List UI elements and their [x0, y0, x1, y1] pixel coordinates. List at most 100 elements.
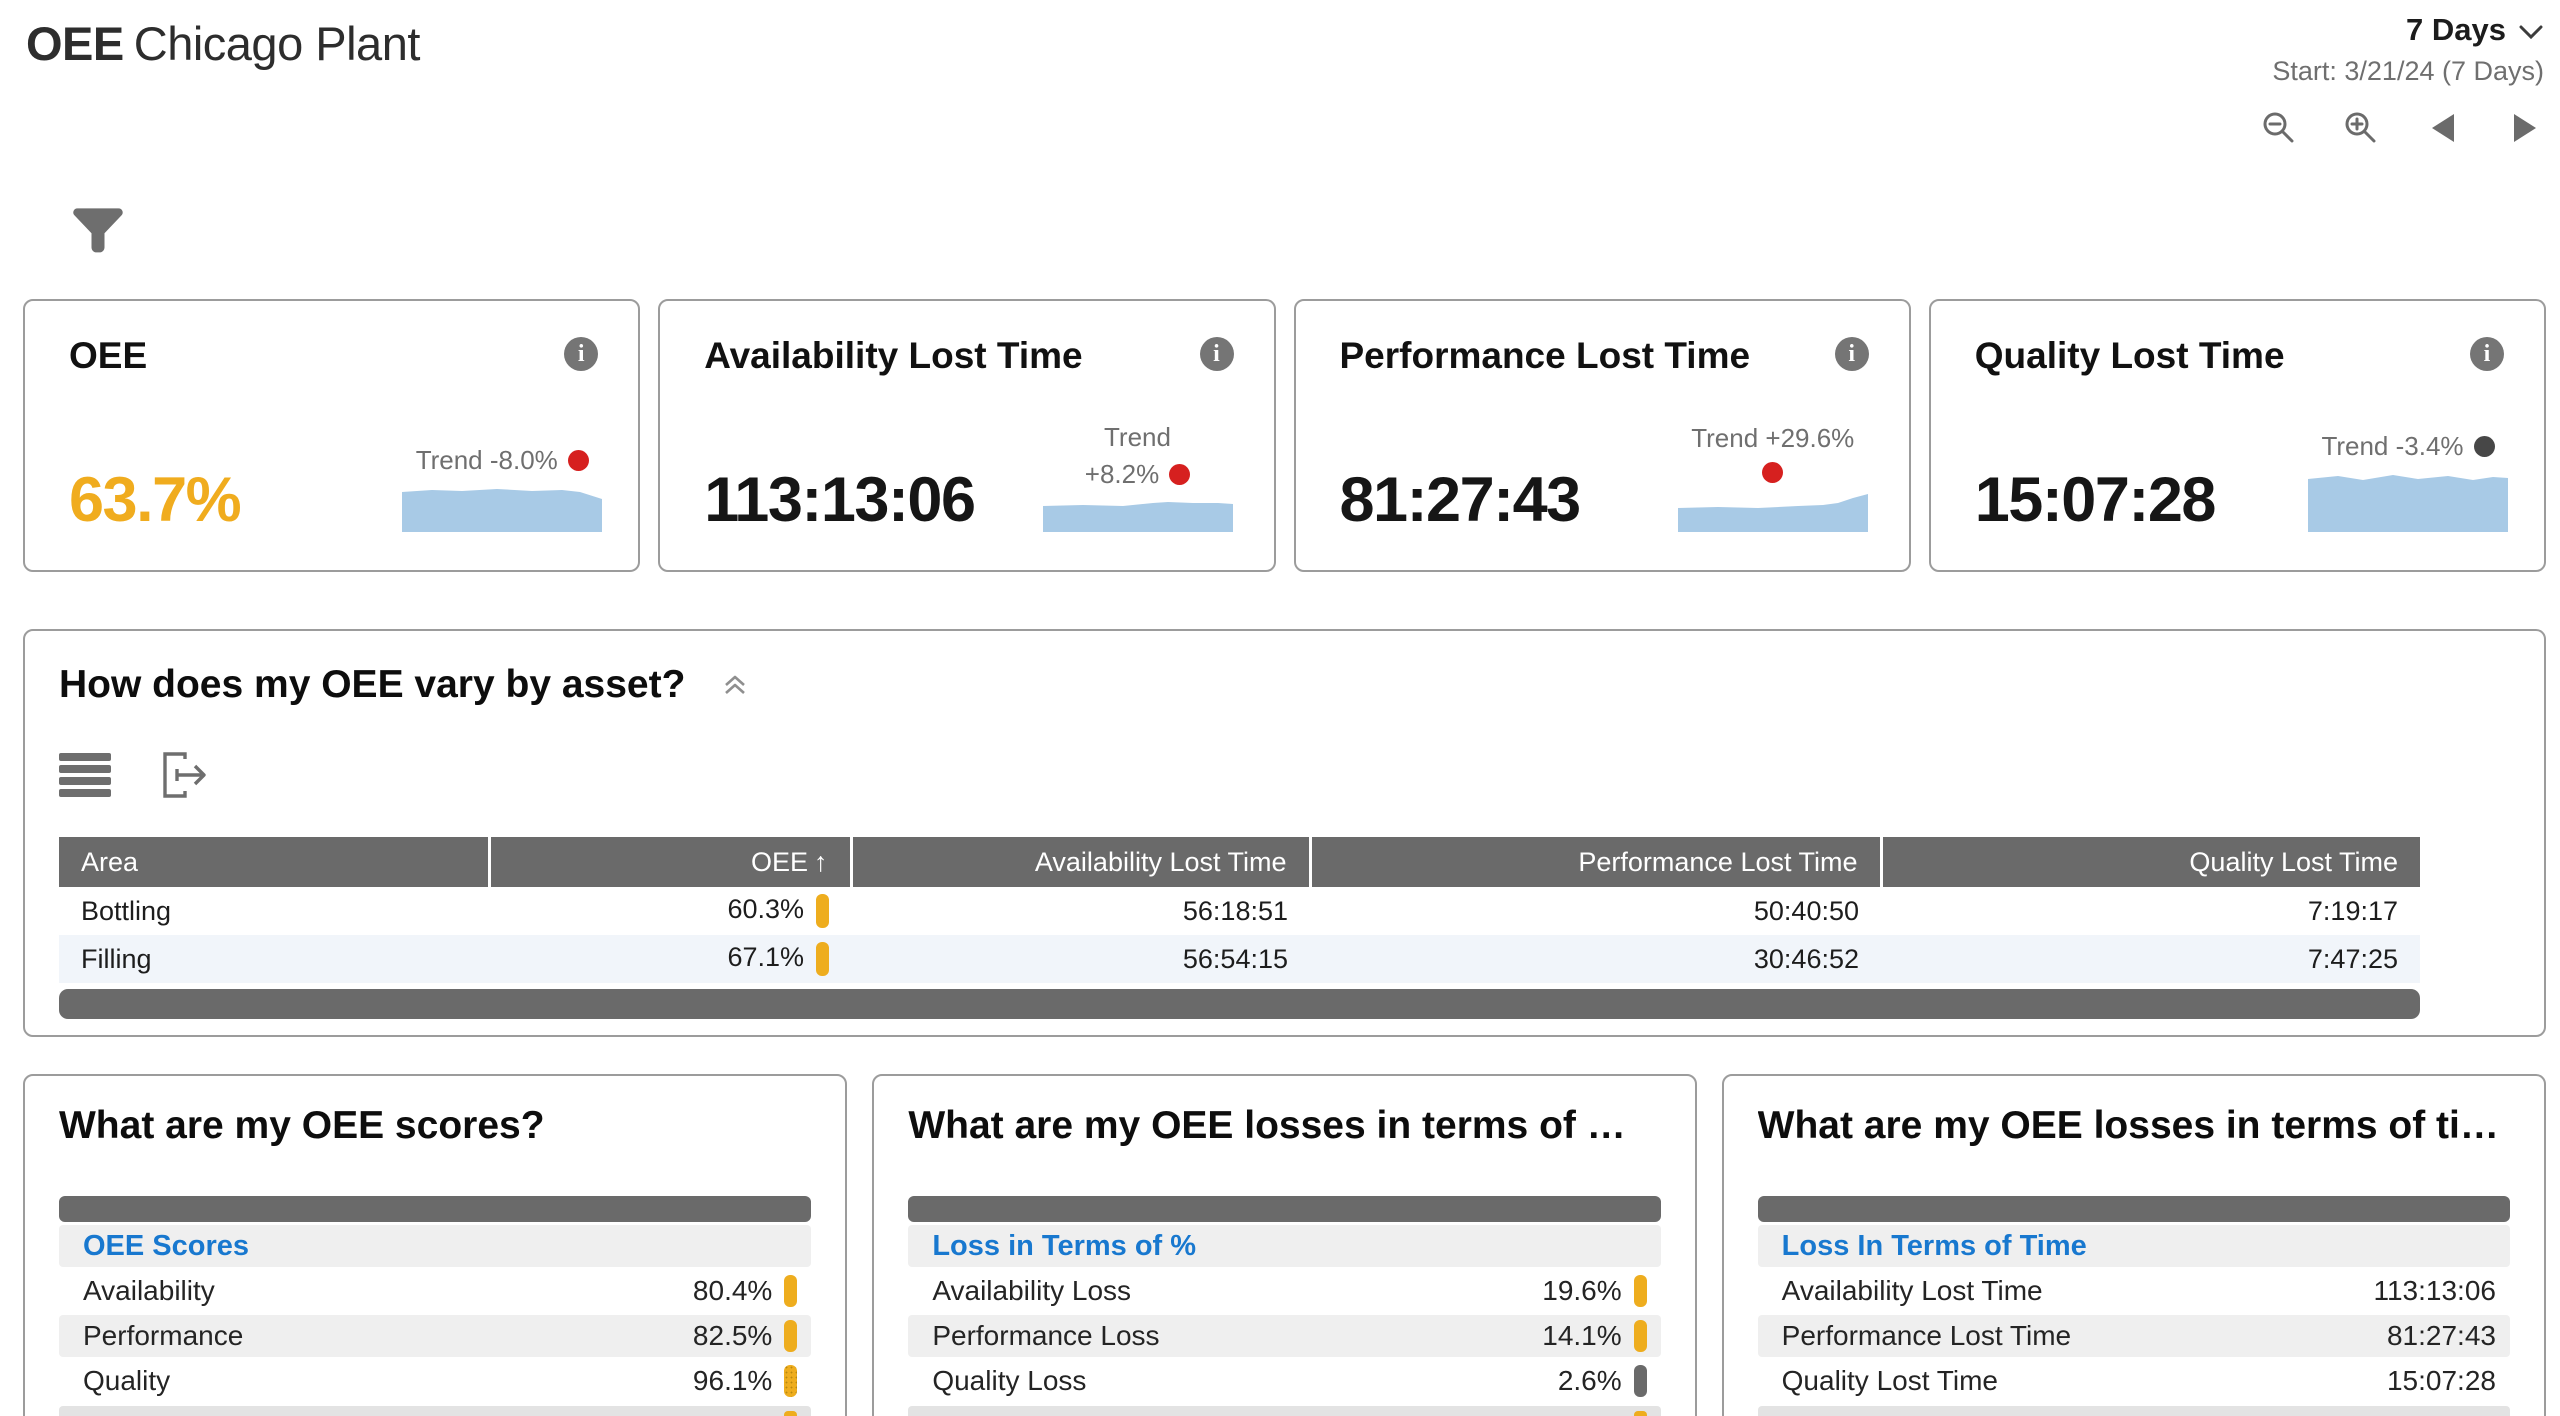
oee-loss-time-card: What are my OEE losses in terms of ti… L…: [1721, 1074, 2546, 1416]
status-pill-partial: [784, 1411, 798, 1416]
partial-next-row: [59, 1406, 812, 1416]
kpi-value: 81:27:43: [1339, 465, 1582, 535]
mini-table-header-bar: [1757, 1196, 2510, 1222]
trend-label: Trend +29.6%: [1691, 423, 1855, 454]
menu-icon[interactable]: [59, 753, 111, 797]
status-pill-gray: [1633, 1365, 1647, 1397]
column-header-area[interactable]: Area: [59, 837, 491, 887]
info-icon[interactable]: i: [564, 337, 599, 371]
trend-status-dot: [567, 450, 589, 472]
date-range-label: 7 Days: [2406, 12, 2506, 47]
range-toolbar: [2260, 109, 2544, 147]
cell-area: Filling: [81, 943, 152, 974]
info-icon[interactable]: i: [1834, 337, 1869, 371]
mini-table-header-bar: [908, 1196, 1661, 1222]
list-item: Availability 80.4%: [59, 1270, 811, 1312]
kpi-body: 15:07:28 Trend -3.4%: [1975, 432, 2508, 532]
kpi-title: Availability Lost Time: [704, 335, 1083, 376]
trend-label: Trend -3.4%: [2321, 431, 2464, 462]
kpi-value: 15:07:28: [1974, 465, 2217, 535]
date-range-block: 7 Days Start: 3/21/24 (7 Days): [2260, 12, 2544, 147]
table-row-filling[interactable]: Filling 67.1% 56:54:15 30:46:52 7:47:25: [59, 935, 2420, 983]
list-item: Quality 96.1%: [59, 1360, 811, 1402]
kpi-value: 63.7%: [69, 465, 242, 535]
card-title: What are my OEE scores?: [59, 1104, 545, 1147]
kpi-card-oee: OEE i 63.7% Trend -8.0%: [23, 299, 641, 572]
trend-label: Trend -8.0%: [415, 445, 558, 476]
status-pill-yellow: [1633, 1320, 1647, 1352]
cell-availability-lost-time: 56:18:51: [1182, 895, 1288, 926]
trend-sparkline: [402, 489, 603, 532]
asset-table-header-row: Area OEE ↑ Availability Lost Time Perform…: [59, 837, 2420, 887]
zoom-in-icon[interactable]: [2342, 109, 2380, 147]
cell-oee: 67.1%: [489, 935, 851, 983]
collapse-panel-icon[interactable]: [721, 671, 749, 699]
card-title: What are my OEE losses in terms of ti…: [1757, 1104, 2499, 1147]
cell-performance-lost-time: 30:46:52: [1753, 943, 1859, 974]
column-header-performance-lost-time[interactable]: Performance Lost Time: [1310, 837, 1883, 887]
column-header-availability-lost-time[interactable]: Availability Lost Time: [851, 837, 1312, 887]
asset-table: Area OEE ↑ Availability Lost Time Perform…: [59, 837, 2420, 983]
bottom-card-row: What are my OEE scores? OEE Scores Avail…: [23, 1074, 2546, 1416]
sort-ascending-icon: ↑: [814, 846, 828, 877]
status-pill-yellow: [816, 942, 829, 976]
status-pill-yellow: [816, 894, 829, 928]
subtitle-link-loss-percent[interactable]: Loss in Terms of %: [908, 1225, 1661, 1267]
trend-sparkline: [1042, 502, 1233, 532]
zoom-out-icon[interactable]: [2260, 109, 2298, 147]
page-title-oee: OEE: [26, 17, 124, 70]
kpi-trend: Trend -3.4%: [2308, 432, 2508, 532]
trend-sparkline: [2308, 475, 2508, 532]
kpi-body: 63.7% Trend -8.0%: [69, 445, 603, 535]
kpi-title: Performance Lost Time: [1339, 335, 1751, 376]
asset-variance-panel: How does my OEE vary by asset? Area OEE ↑…: [23, 629, 2546, 1037]
status-pill-yellow: [784, 1320, 798, 1352]
column-header-quality-lost-time[interactable]: Quality Lost Time: [1881, 837, 2420, 887]
export-icon[interactable]: [161, 751, 211, 799]
kpi-body: 113:13:06 Trend +8.2%: [704, 423, 1237, 532]
kpi-title: Quality Lost Time: [1974, 335, 2285, 376]
cell-quality-lost-time: 7:19:17: [2307, 895, 2398, 926]
page-title-plant: Chicago Plant: [133, 17, 421, 70]
date-range-selector[interactable]: 7 Days: [2406, 12, 2544, 48]
cell-performance-lost-time: 50:40:50: [1753, 895, 1859, 926]
partial-next-row: [1757, 1406, 2510, 1416]
oee-loss-percent-card: What are my OEE losses in terms of … Los…: [872, 1074, 1697, 1416]
subtitle-link-loss-time[interactable]: Loss In Terms of Time: [1757, 1225, 2510, 1267]
info-icon[interactable]: i: [2470, 337, 2504, 371]
partial-next-row: [908, 1406, 1661, 1416]
list-item: Availability Loss 19.6%: [908, 1270, 1660, 1312]
kpi-title: OEE: [69, 335, 148, 376]
status-pill-partial: [1633, 1411, 1647, 1416]
list-item: Quality Loss 2.6%: [908, 1360, 1660, 1402]
table-row-bottling[interactable]: Bottling 60.3% 56:18:51 50:40:50 7:19:17: [59, 887, 2420, 935]
chevron-down-icon: [2518, 12, 2544, 48]
cell-availability-lost-time: 56:54:15: [1182, 943, 1288, 974]
status-pill-yellow-dotted: [784, 1365, 798, 1397]
info-icon[interactable]: i: [1199, 337, 1234, 371]
kpi-trend: Trend -8.0%: [402, 445, 603, 532]
list-item: Performance 82.5%: [59, 1315, 812, 1357]
list-item: Performance Loss 14.1%: [908, 1315, 1661, 1357]
trend-label: Trend: [1104, 421, 1171, 452]
next-period-icon[interactable]: [2506, 109, 2544, 147]
cell-area: Bottling: [81, 895, 172, 926]
status-pill-yellow: [1633, 1275, 1647, 1307]
oee-scores-card: What are my OEE scores? OEE Scores Avail…: [23, 1074, 848, 1416]
trend-status-dot: [1762, 462, 1784, 483]
cell-oee: 60.3%: [489, 887, 851, 935]
previous-period-icon[interactable]: [2424, 109, 2462, 147]
horizontal-scrollbar[interactable]: [59, 989, 2420, 1019]
subtitle-link-oee-scores[interactable]: OEE Scores: [59, 1225, 812, 1267]
column-header-oee[interactable]: OEE ↑: [489, 837, 853, 887]
kpi-card-row: OEE i 63.7% Trend -8.0% Availability Los…: [23, 299, 2546, 572]
page-title: OEE Chicago Plant: [26, 16, 420, 71]
card-title: What are my OEE losses in terms of …: [908, 1104, 1626, 1147]
trend-status-dot: [1169, 464, 1191, 486]
kpi-body: 81:27:43 Trend +29.6%: [1340, 424, 1873, 532]
kpi-trend: Trend +29.6%: [1673, 424, 1873, 532]
date-range-start: Start: 3/21/24 (7 Days): [2272, 56, 2544, 86]
list-item: Performance Lost Time 81:27:43: [1757, 1315, 2510, 1357]
trend-sparkline: [1677, 494, 1868, 532]
filter-icon[interactable]: [72, 204, 124, 256]
